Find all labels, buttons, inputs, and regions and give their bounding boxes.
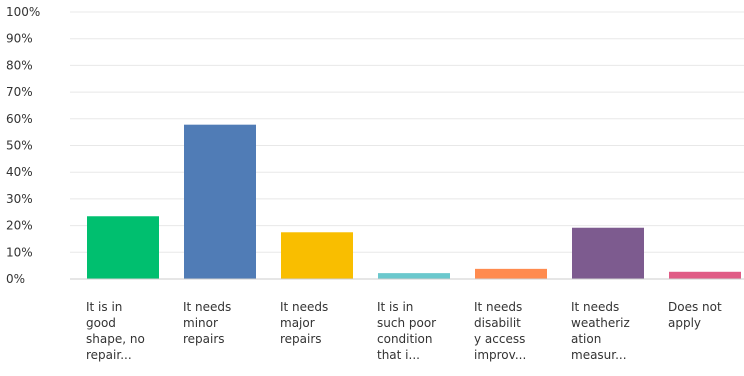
y-tick-label: 50% — [6, 139, 33, 153]
bar — [184, 124, 256, 279]
bar — [475, 268, 547, 279]
y-tick-label: 10% — [6, 245, 33, 259]
y-axis-tick-labels: 0% 10% 20% 30% 40% 50% 60% 70% 80% 90% 100% — [6, 5, 40, 286]
y-tick-label: 30% — [6, 192, 33, 206]
y-tick-label: 90% — [6, 32, 33, 46]
y-tick-label: 0% — [6, 272, 25, 286]
x-category-label: It is in good shape, no repair... — [86, 300, 145, 362]
y-tick-label: 60% — [6, 112, 33, 126]
y-tick-label: 100% — [6, 5, 40, 19]
y-tick-label: 20% — [6, 219, 33, 233]
bar — [378, 273, 450, 279]
x-category-label: Does not apply — [668, 300, 722, 330]
gridlines — [70, 11, 744, 253]
y-tick-label: 80% — [6, 58, 33, 72]
x-category-label: It needs weatheriz ation measur... — [571, 300, 630, 362]
y-tick-label: 40% — [6, 165, 33, 179]
y-tick-label: 70% — [6, 85, 33, 99]
x-category-label: It needs disabilit y access improv... — [474, 300, 527, 362]
bar — [87, 216, 159, 279]
x-category-label: It needs major repairs — [280, 300, 329, 346]
bars — [87, 124, 741, 279]
bar — [572, 227, 644, 279]
x-category-label: It is in such poor condition that i... — [377, 300, 437, 362]
x-category-label: It needs minor repairs — [183, 300, 232, 346]
bar — [669, 271, 741, 279]
bar — [281, 232, 353, 279]
